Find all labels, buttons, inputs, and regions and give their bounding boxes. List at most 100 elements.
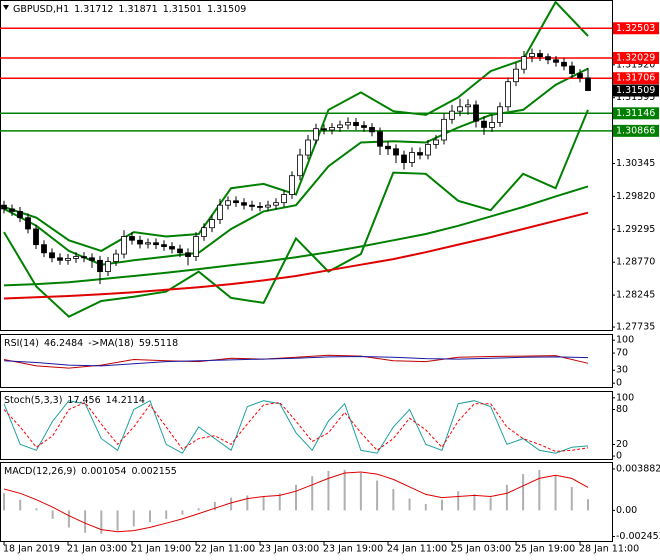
histogram-bar	[116, 510, 119, 531]
indicator-line	[3, 401, 589, 452]
y-tick-label: 1.28245	[616, 290, 655, 301]
candle-body	[577, 73, 583, 79]
indicator-header: RSI(14) 46.2484 ->MA(18) 59.5118	[4, 338, 178, 349]
candle-body	[113, 253, 119, 262]
candle-body	[1, 204, 7, 210]
candle-body	[449, 110, 455, 120]
current-price-label: 1.31509	[616, 85, 655, 96]
histogram-bar	[246, 495, 249, 511]
indicator-line	[3, 399, 589, 454]
stoch-pane-frame	[0, 391, 613, 460]
candle-body	[233, 200, 239, 204]
histogram-bar	[67, 510, 70, 528]
candle-body	[401, 154, 407, 163]
y-tick-label: 0	[616, 378, 622, 389]
x-tick-label: 23 Jan 03:00	[259, 544, 319, 555]
histogram-bar	[538, 469, 541, 511]
candle-body	[241, 202, 247, 206]
level-label-box	[613, 124, 659, 137]
x-tick-label: 21 Jan 03:00	[67, 544, 127, 555]
histogram-bar	[51, 510, 54, 519]
candle-body	[153, 242, 159, 246]
level-label: 1.32503	[616, 23, 655, 34]
histogram-bar	[457, 491, 460, 511]
candle-body	[217, 204, 223, 220]
candle-body	[441, 118, 447, 141]
level-label-box	[613, 22, 659, 35]
x-tick-label: 22 Jan 11:00	[195, 544, 255, 555]
candle-body	[553, 59, 559, 63]
histogram-bar	[19, 499, 22, 511]
y-tick-label: 100	[616, 335, 634, 346]
candle-body	[297, 154, 303, 177]
indicator-header: GBPUSD,H1 1.31712 1.31871 1.31501 1.31509	[13, 4, 246, 15]
header-part: GBPUSD,H1	[13, 4, 69, 15]
candle-body	[177, 248, 183, 254]
rsi-pane-frame	[0, 334, 613, 388]
candle-body	[57, 257, 63, 261]
candle-body	[433, 139, 439, 145]
candle-body	[497, 106, 503, 123]
level-label: 1.32029	[616, 52, 655, 63]
candle-body	[249, 204, 255, 207]
candle-body	[89, 257, 95, 261]
candle-body	[393, 148, 399, 156]
overlay-line	[3, 211, 589, 300]
histogram-bar	[149, 510, 151, 523]
candle-body	[289, 175, 295, 195]
indicator-line	[3, 355, 589, 367]
candle-body	[409, 152, 415, 163]
y-tick-label: 0.00	[616, 505, 637, 516]
y-tick-label: 30	[616, 365, 628, 376]
y-tick-label: 1.29820	[616, 191, 655, 202]
candle-body	[273, 202, 279, 206]
histogram-bar	[100, 510, 103, 534]
histogram-bar	[295, 484, 297, 511]
candle-body	[337, 124, 343, 128]
candle-body	[569, 65, 575, 74]
y-tick-label: 1.27735	[616, 322, 655, 333]
candle-body	[145, 242, 151, 245]
candle-body	[121, 236, 127, 255]
candle-body	[465, 104, 471, 108]
level-label-box	[613, 107, 659, 120]
header-part: ->MA(18)	[88, 338, 134, 349]
candle-body	[161, 244, 167, 247]
x-tick-label: 25 Jan 19:00	[515, 544, 575, 555]
candle-body	[225, 200, 231, 206]
y-tick-label: -0.002453	[616, 531, 660, 542]
overlay-line	[3, 185, 589, 287]
candle-body	[521, 56, 527, 70]
candle-body	[505, 81, 511, 108]
candle-body	[33, 228, 39, 246]
header-part: 17.456	[67, 395, 100, 406]
candle-body	[185, 252, 191, 257]
header-part: MACD(12,26,9)	[4, 466, 76, 477]
level-label: 1.31146	[616, 108, 655, 119]
histogram-bar	[489, 497, 492, 511]
histogram-bar	[230, 497, 233, 511]
histogram-bar	[587, 499, 589, 511]
y-tick-label: 70	[616, 348, 628, 359]
histogram-bar	[278, 493, 281, 511]
candle-body	[329, 127, 335, 131]
histogram-bar	[262, 496, 265, 511]
x-tick-label: 25 Jan 03:00	[451, 544, 511, 555]
main-pane-frame	[0, 0, 613, 331]
histogram-bar	[554, 475, 557, 511]
candle-body	[257, 206, 263, 208]
candle-body	[489, 122, 495, 128]
candle-body	[321, 128, 327, 131]
candle-body	[377, 131, 383, 147]
candle-body	[417, 152, 423, 156]
histogram-bar	[84, 510, 87, 533]
candle-body	[201, 227, 207, 237]
candle-body	[25, 217, 31, 230]
histogram-bar	[359, 473, 362, 511]
histogram-bar	[35, 508, 38, 511]
histogram-bar	[343, 469, 346, 511]
y-tick-label: 1.31395	[616, 92, 655, 103]
overlay-line	[3, 0, 589, 252]
